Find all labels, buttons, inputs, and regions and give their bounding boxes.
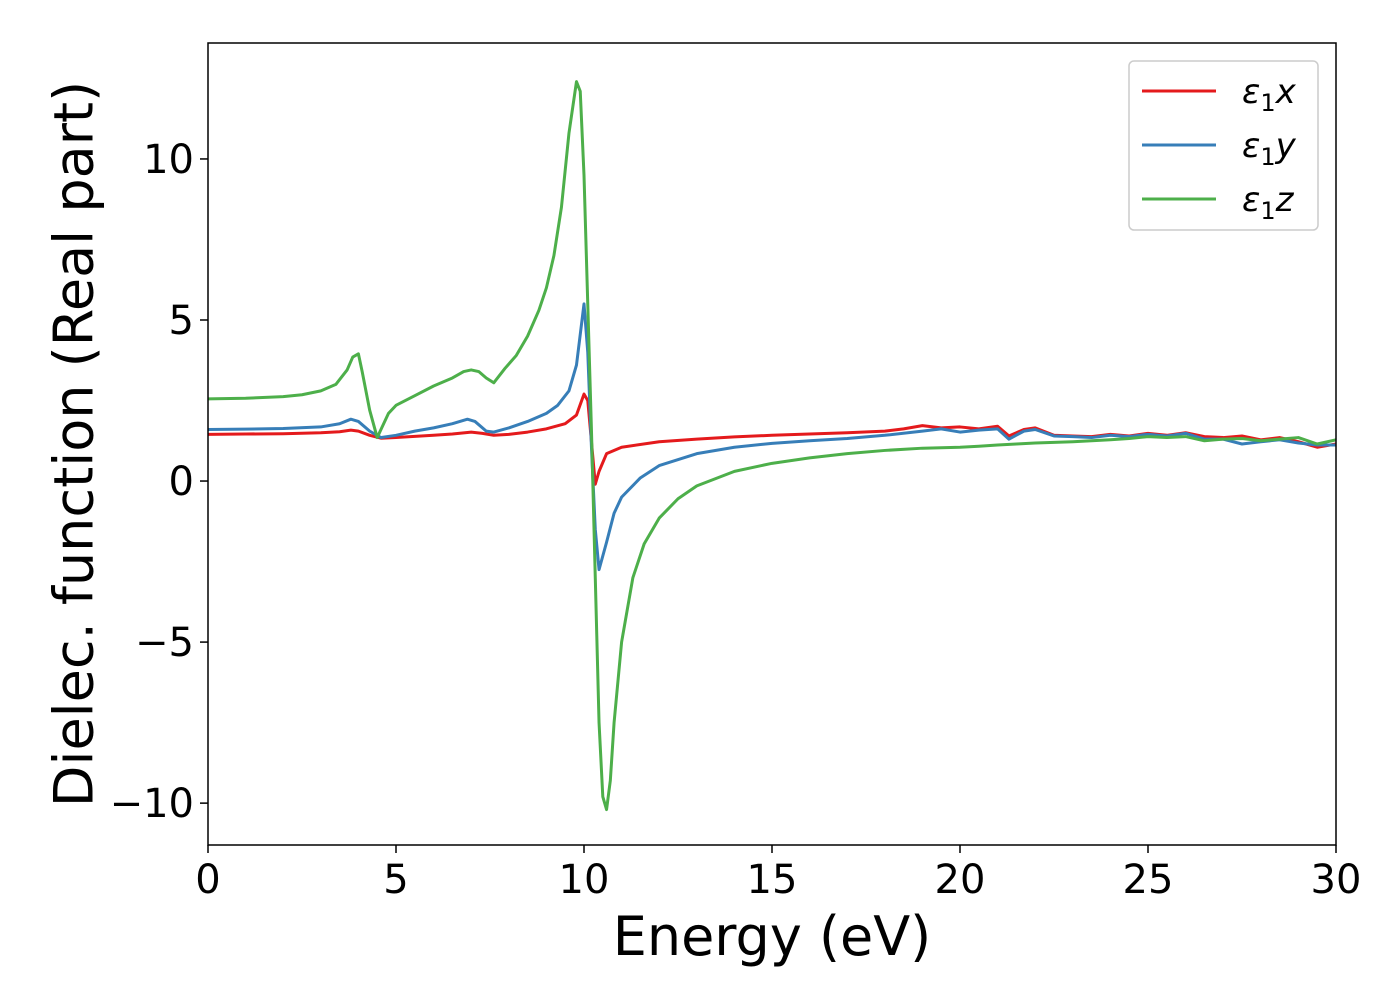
x-tick-label: 20 (935, 857, 986, 903)
y-tick-label: 0 (169, 459, 194, 505)
x-axis-label: Energy (eV) (613, 905, 932, 968)
series-layer (208, 80, 1336, 812)
series-line-y (208, 302, 1336, 572)
legend-label-z: ε1z (1242, 180, 1295, 225)
y-tick-label: −10 (110, 781, 194, 827)
series-line-z (208, 80, 1336, 812)
series-line-x (208, 392, 1336, 486)
x-tick-label: 0 (195, 857, 220, 903)
x-tick-label: 5 (383, 857, 408, 903)
tick-layer: 0 5 10 15 20 25 30 −10 −5 0 5 10 (110, 137, 1362, 903)
y-tick-label: 10 (143, 137, 194, 183)
x-tick-label: 10 (559, 857, 610, 903)
y-axis-label: Dielec. function (Real part) (43, 81, 106, 807)
x-tick-label: 15 (747, 857, 798, 903)
y-tick-label: 5 (169, 298, 194, 344)
legend-label-y: ε1y (1242, 126, 1297, 171)
legend-box (1128, 60, 1319, 231)
x-tick-label: 30 (1311, 857, 1362, 903)
legend: ε1x ε1y ε1z (1128, 60, 1319, 231)
y-tick-label: −5 (135, 620, 194, 666)
x-tick-label: 25 (1123, 857, 1174, 903)
legend-label-x: ε1x (1242, 72, 1297, 117)
